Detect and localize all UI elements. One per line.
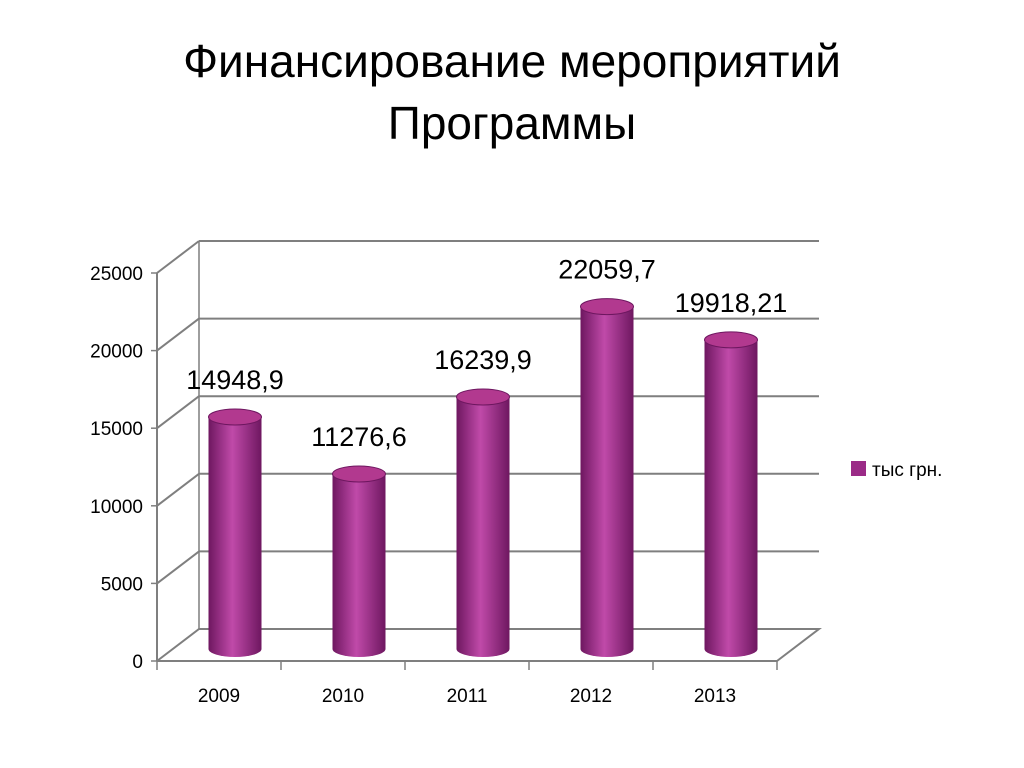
bar-body-2012 xyxy=(580,306,634,657)
y-tick-label-5: 25000 xyxy=(90,264,143,285)
y-tick-label-0: 0 xyxy=(132,652,143,673)
gridline-depth-4 xyxy=(156,317,200,352)
x-tick-label-2013: 2013 xyxy=(694,686,736,707)
data-label-2012: 22059,7 xyxy=(558,255,656,285)
chart-legend: тыс грн. xyxy=(851,460,942,481)
y-tick-label-4: 20000 xyxy=(90,342,143,363)
data-label-2010: 11276,6 xyxy=(311,422,407,452)
bar-top-2010 xyxy=(332,465,386,483)
bar-top-2011 xyxy=(456,388,510,406)
bar-body-2009 xyxy=(208,416,262,657)
gridline-depth-5 xyxy=(156,240,200,274)
bar-2009 xyxy=(208,408,262,657)
gridline-depth-3 xyxy=(156,395,200,429)
bar-top-2013 xyxy=(704,331,758,349)
legend-swatch xyxy=(851,461,866,476)
data-label-2011: 16239,9 xyxy=(434,345,532,375)
bar-2013 xyxy=(704,331,758,657)
bar-body-2010 xyxy=(332,473,386,657)
y-tick-label-3: 15000 xyxy=(90,419,143,440)
bar-top-2012 xyxy=(580,298,634,316)
gridline-depth-1 xyxy=(156,550,200,585)
x-tick-label-2009: 2009 xyxy=(198,686,240,707)
bar-2010 xyxy=(332,465,386,657)
data-label-2009: 14948,9 xyxy=(186,365,284,395)
y-tick-label-1: 5000 xyxy=(101,574,143,595)
chart-data-labels: 14948,9 11276,6 16239,9 22059,7 19918,21 xyxy=(186,255,787,452)
gridline-depth-2 xyxy=(156,473,200,507)
slide-title: Финансирование мероприятий Программы xyxy=(0,30,1024,154)
bar-top-2009 xyxy=(208,408,262,426)
x-tick-label-2010: 2010 xyxy=(322,686,364,707)
bar-body-2011 xyxy=(456,396,510,657)
data-label-2013: 19918,21 xyxy=(675,288,788,318)
bar-2011 xyxy=(456,388,510,657)
x-tick-label-2011: 2011 xyxy=(447,686,488,707)
bar-body-2013 xyxy=(704,339,758,657)
y-tick-label-2: 10000 xyxy=(90,497,143,518)
chart-axes: 0 5000 10000 15000 20000 25000 2009 2010 2011 201… xyxy=(90,264,778,707)
x-tick-label-2012: 2012 xyxy=(570,686,612,707)
legend-label: тыс грн. xyxy=(872,460,942,481)
bar-2012 xyxy=(580,298,634,657)
chart-bars xyxy=(208,298,758,657)
slide-title-line-1: Финансирование мероприятий xyxy=(183,35,841,87)
slide-title-line-2: Программы xyxy=(387,97,637,149)
